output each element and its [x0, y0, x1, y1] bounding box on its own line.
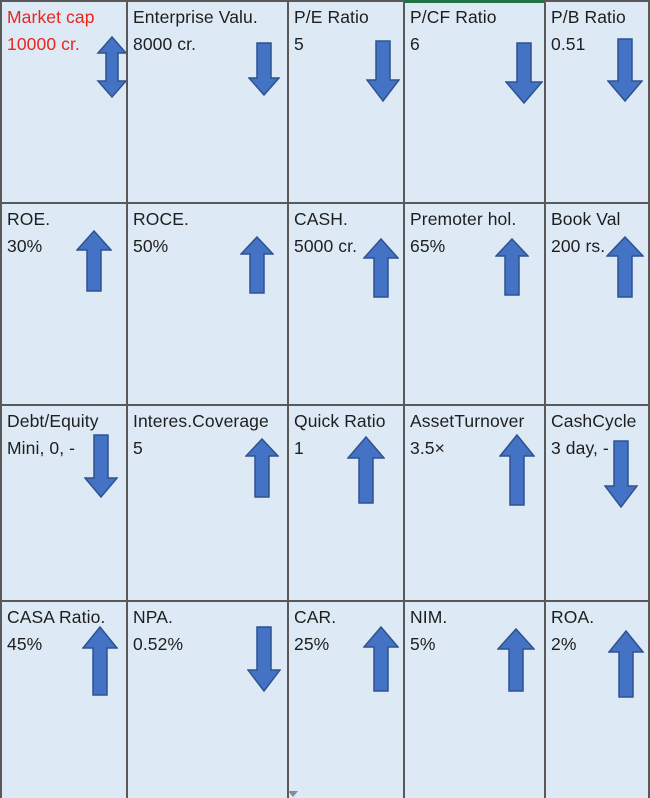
cell-label: NPA. [133, 607, 173, 627]
cell-casa-ratio[interactable]: CASA Ratio. 45% [2, 602, 126, 798]
down-arrow-icon[interactable] [607, 38, 643, 102]
cell-label: ROE. [7, 209, 51, 229]
cell-cash[interactable]: CASH. 5000 cr. [289, 204, 403, 402]
grid-column-divider [403, 0, 405, 798]
cell-roa[interactable]: ROA. 2% [546, 602, 650, 798]
cell-roe[interactable]: ROE. 30% [2, 204, 126, 402]
cell-label: P/B Ratio [551, 7, 626, 27]
cell-market-cap[interactable]: Market cap 10000 cr. [2, 2, 126, 200]
grid-row-divider [0, 404, 650, 406]
grid-row-divider [0, 600, 650, 602]
cell-label: Debt/Equity [7, 411, 99, 431]
cell-label: CASH. [294, 209, 348, 229]
cell-label: ROCE. [133, 209, 189, 229]
cell-label: AssetTurnover [410, 411, 525, 431]
down-arrow-icon[interactable] [505, 42, 543, 104]
up-down-arrow-icon[interactable] [96, 36, 126, 98]
cell-value: 5 [294, 34, 304, 54]
cell-quick-ratio[interactable]: Quick Ratio 1 [289, 406, 403, 598]
cell-label: Book Val [551, 209, 621, 229]
cell-value: 0.52% [133, 634, 184, 654]
down-arrow-icon[interactable] [604, 440, 638, 508]
up-arrow-icon[interactable] [497, 628, 535, 692]
cell-value: 45% [7, 634, 43, 654]
cell-label: Enterprise Valu. [133, 7, 258, 27]
up-arrow-icon[interactable] [347, 436, 385, 504]
cell-value: 8000 cr. [133, 34, 197, 54]
grid-column-divider [648, 0, 650, 798]
cell-debt-equity[interactable]: Debt/Equity Mini, 0, - [2, 406, 126, 598]
grid-column-divider [287, 0, 289, 798]
cell-enterprise-value[interactable]: Enterprise Valu. 8000 cr. [128, 2, 287, 200]
grid-row-divider [0, 0, 650, 2]
cell-value: 3.5× [410, 438, 445, 458]
cell-promoter-holding[interactable]: Premoter hol. 65% [405, 204, 544, 402]
cell-label: P/CF Ratio [410, 7, 497, 27]
up-arrow-icon[interactable] [363, 238, 399, 298]
down-arrow-icon[interactable] [366, 40, 400, 102]
cell-label: Premoter hol. [410, 209, 517, 229]
cell-value: 5% [410, 634, 436, 654]
cell-label: CAR. [294, 607, 337, 627]
cell-value: 2% [551, 634, 577, 654]
cell-roce[interactable]: ROCE. 50% [128, 204, 287, 402]
cell-label: Quick Ratio [294, 411, 386, 431]
down-arrow-icon[interactable] [248, 42, 280, 96]
grid-column-divider [126, 0, 128, 798]
cell-pe-ratio[interactable]: P/E Ratio 5 [289, 2, 403, 200]
cell-value: 3 day, - [551, 438, 609, 458]
grid-row-divider [0, 202, 650, 204]
cell-value: 65% [410, 236, 446, 256]
cell-value: 30% [7, 236, 43, 256]
up-arrow-icon[interactable] [606, 236, 644, 298]
up-arrow-icon[interactable] [82, 626, 118, 696]
cell-pcf-ratio[interactable]: P/CF Ratio 6 [405, 2, 544, 200]
cell-value: 200 rs. [551, 236, 606, 256]
cell-value: 1 [294, 438, 304, 458]
cell-npa[interactable]: NPA. 0.52% [128, 602, 287, 798]
cell-value: Mini, 0, - [7, 438, 76, 458]
down-arrow-icon[interactable] [247, 626, 281, 692]
cell-value: 5 [133, 438, 143, 458]
cell-cash-cycle[interactable]: CashCycle 3 day, - [546, 406, 650, 598]
cell-nim[interactable]: NIM. 5% [405, 602, 544, 798]
cell-label: Market cap [7, 7, 95, 27]
up-arrow-icon[interactable] [608, 630, 644, 698]
up-arrow-icon[interactable] [245, 438, 279, 498]
cell-pb-ratio[interactable]: P/B Ratio 0.51 [546, 2, 650, 200]
cell-car[interactable]: CAR. 25% [289, 602, 403, 798]
grid-column-divider [544, 0, 546, 798]
cell-label: CashCycle [551, 411, 637, 431]
cell-book-value[interactable]: Book Val 200 rs. [546, 204, 650, 402]
cell-value: 5000 cr. [294, 236, 358, 256]
grid-column-divider [0, 0, 2, 798]
up-arrow-icon[interactable] [240, 236, 274, 294]
cell-interest-coverage[interactable]: Interes.Coverage 5 [128, 406, 287, 598]
cell-value: 6 [410, 34, 420, 54]
cell-label: Interes.Coverage [133, 411, 269, 431]
cell-label: P/E Ratio [294, 7, 369, 27]
up-arrow-icon[interactable] [499, 434, 535, 506]
chevron-down-icon[interactable] [287, 790, 299, 798]
cell-value: 25% [294, 634, 330, 654]
up-arrow-icon[interactable] [363, 626, 399, 692]
cell-value: 0.51 [551, 34, 586, 54]
cell-label: ROA. [551, 607, 595, 627]
down-arrow-icon[interactable] [84, 434, 118, 498]
cell-label: CASA Ratio. [7, 607, 106, 627]
up-arrow-icon[interactable] [76, 230, 112, 292]
cell-value: 10000 cr. [7, 34, 80, 54]
active-cell-indicator [404, 0, 544, 3]
cell-value: 50% [133, 236, 169, 256]
cell-label: NIM. [410, 607, 448, 627]
up-arrow-icon[interactable] [495, 238, 529, 296]
cell-asset-turnover[interactable]: AssetTurnover 3.5× [405, 406, 544, 598]
